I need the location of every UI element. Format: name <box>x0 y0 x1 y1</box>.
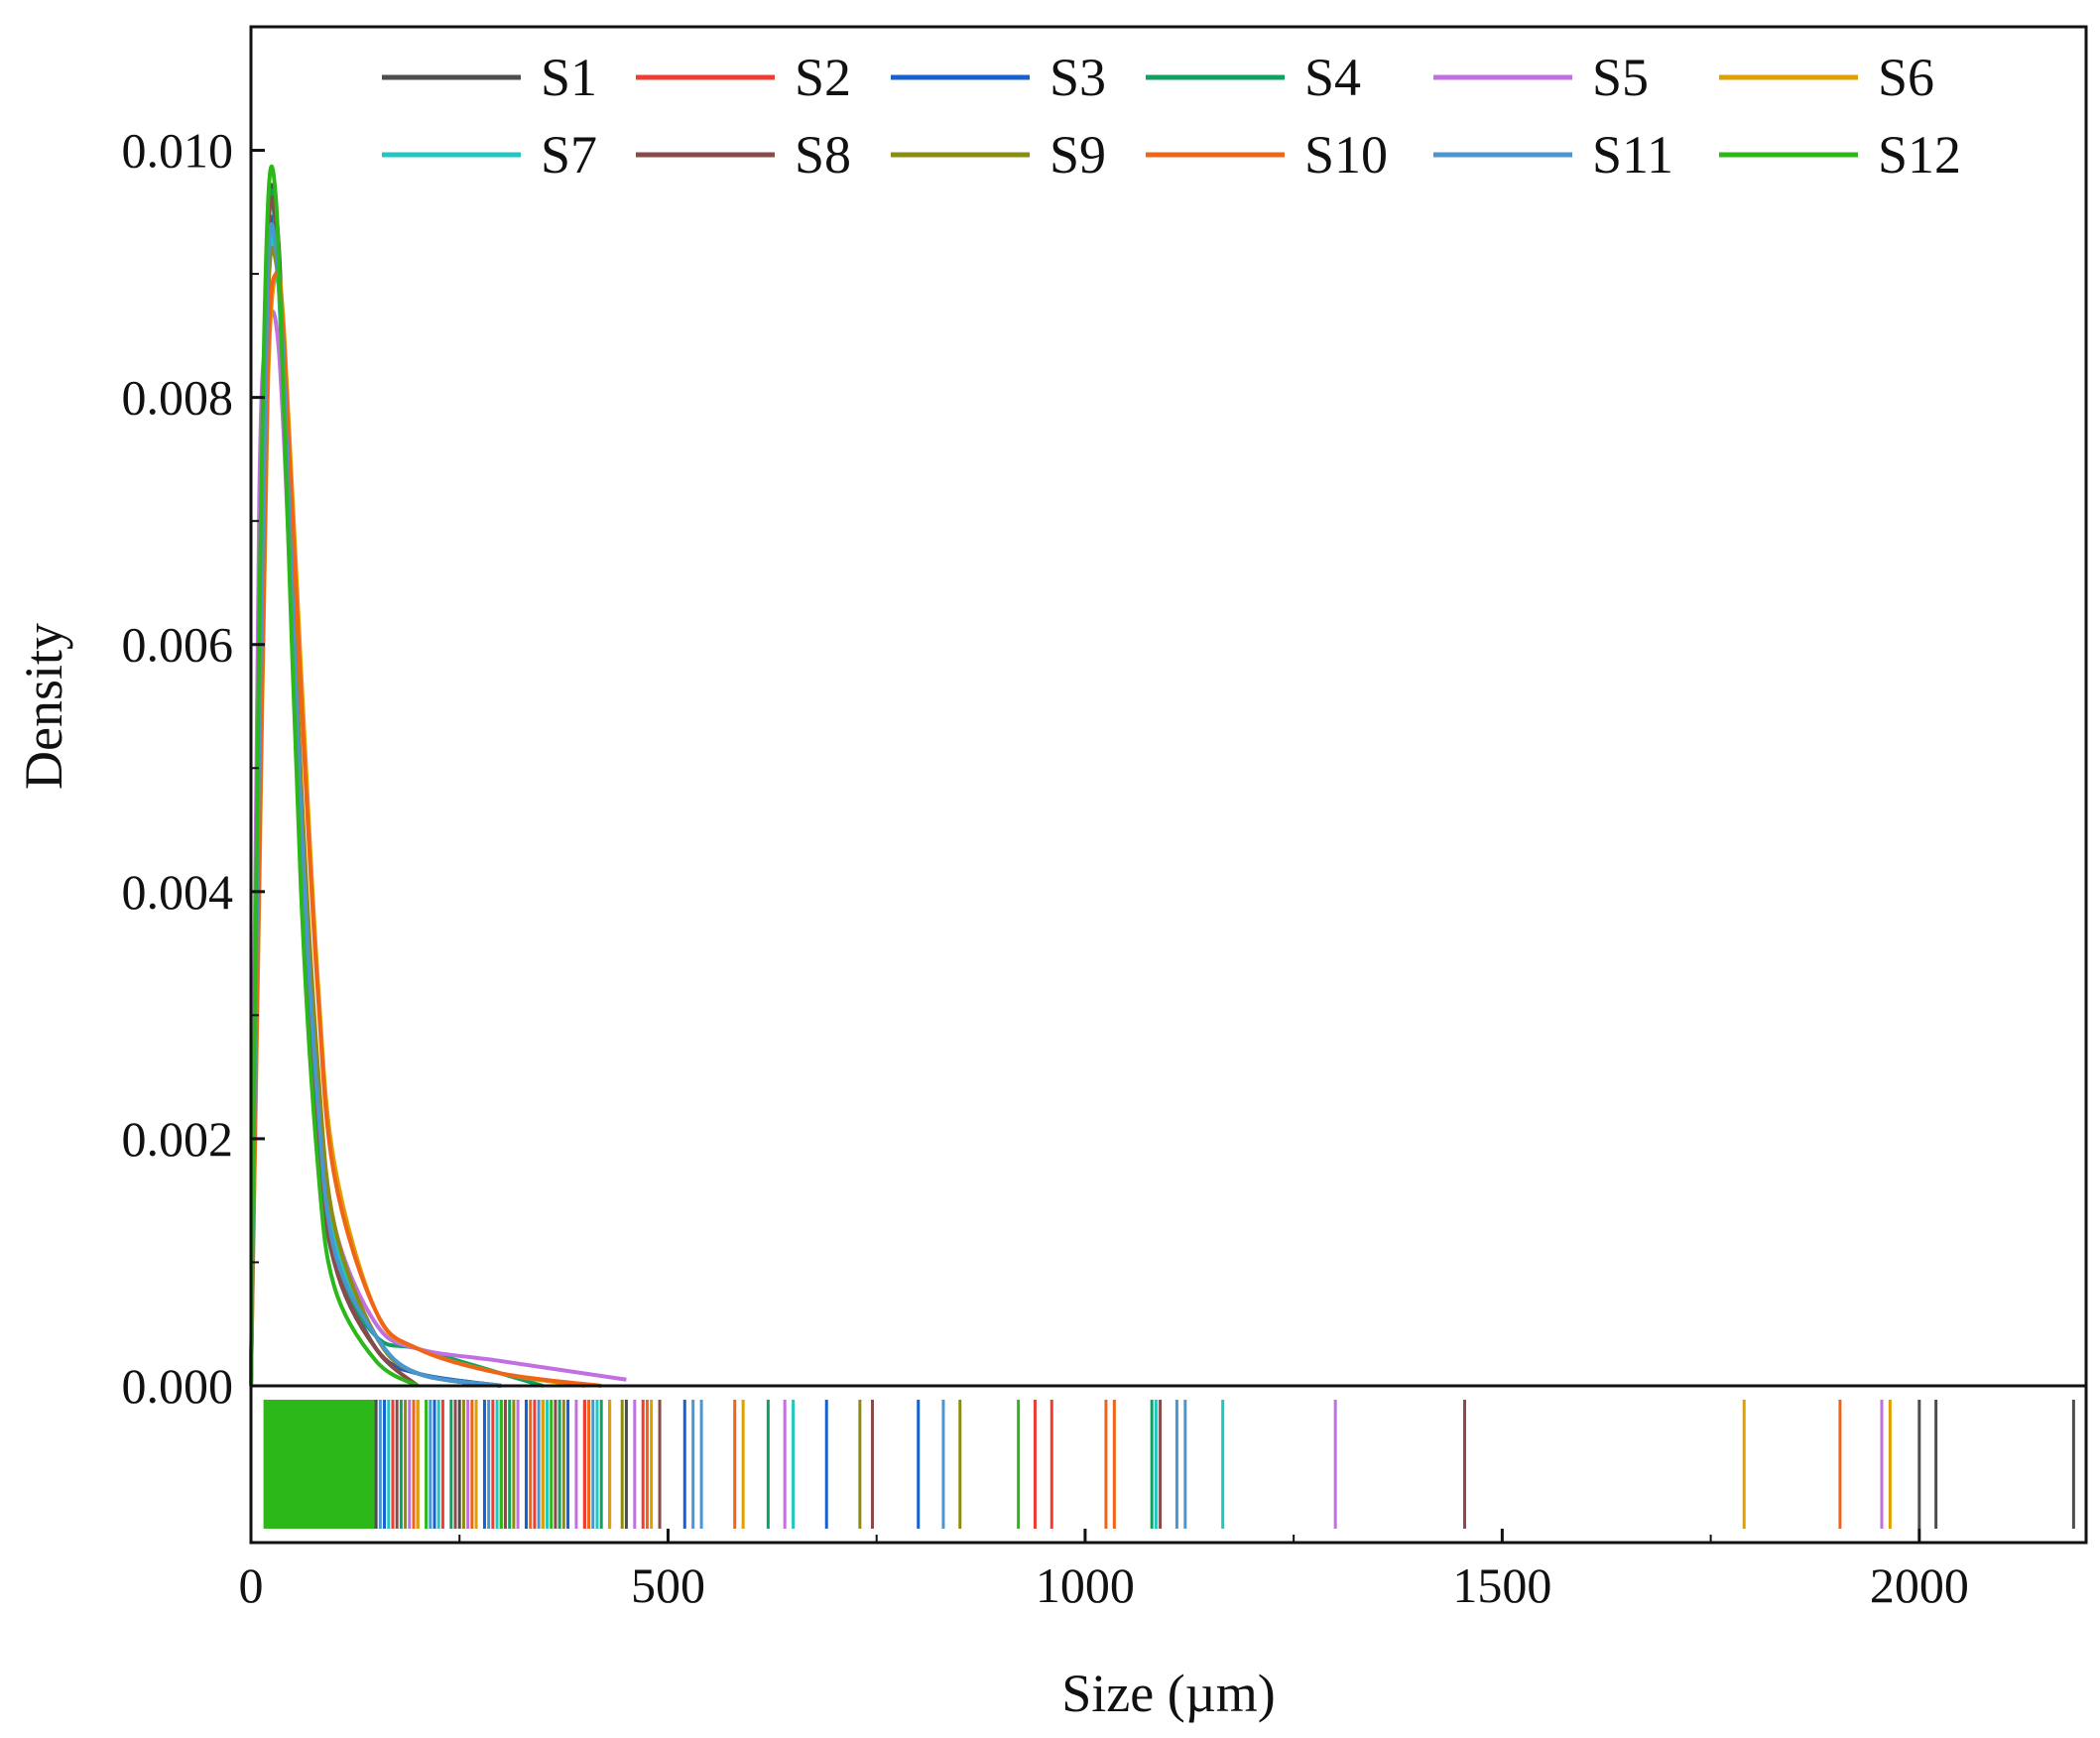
y-axis-title: Density <box>14 623 73 790</box>
x-tick-label: 1000 <box>1036 1557 1135 1613</box>
x-tick-label: 0 <box>239 1557 264 1613</box>
legend-label-s3: S3 <box>1050 48 1106 107</box>
legend: S1 S2 S3 S4 S5 S6 S7 S8 S9 S10 S11 S12 <box>382 48 1961 185</box>
legend-label-s6: S6 <box>1878 48 1934 107</box>
y-tick-label: 0.008 <box>122 370 234 426</box>
y-tick-label: 0.006 <box>122 617 234 673</box>
y-tick-label: 0.004 <box>122 864 234 920</box>
legend-label-s11: S11 <box>1592 125 1673 185</box>
x-tick-label: 1500 <box>1452 1557 1551 1613</box>
y-tick-label: 0.010 <box>122 123 234 179</box>
rug-dense-block <box>263 1400 377 1529</box>
legend-label-s8: S8 <box>795 125 851 185</box>
rug-panel <box>263 1400 2075 1529</box>
legend-label-s10: S10 <box>1304 125 1388 185</box>
series-line-s12 <box>249 164 420 1388</box>
density-curves <box>249 164 627 1388</box>
legend-label-s12: S12 <box>1878 125 1961 185</box>
series-line-s4 <box>249 187 544 1388</box>
x-tick-label: 2000 <box>1870 1557 1969 1613</box>
plot-frame <box>249 25 2088 1388</box>
rug-frame <box>249 1384 2088 1545</box>
legend-label-s9: S9 <box>1050 125 1106 185</box>
legend-label-s2: S2 <box>795 48 851 107</box>
series-line-s10 <box>249 271 602 1388</box>
legend-label-s4: S4 <box>1304 48 1361 107</box>
series-line-s1 <box>249 183 502 1388</box>
x-axis-title: Size (µm) <box>1061 1664 1276 1723</box>
y-tick-label: 0.000 <box>122 1358 234 1414</box>
axes: 0.000 0.002 0.004 0.006 0.008 0.010 0 500 1000 15… <box>122 123 1969 1613</box>
series-line-s8 <box>249 195 420 1388</box>
legend-label-s7: S7 <box>541 125 597 185</box>
x-tick-label: 500 <box>631 1557 705 1613</box>
y-tick-label: 0.002 <box>122 1111 234 1167</box>
legend-label-s1: S1 <box>541 48 597 107</box>
legend-label-s5: S5 <box>1592 48 1649 107</box>
